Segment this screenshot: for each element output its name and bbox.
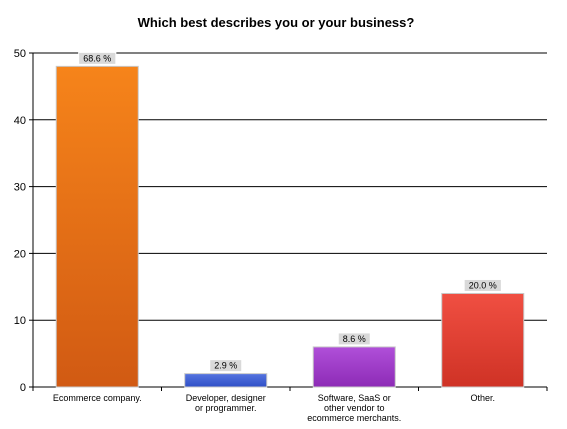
y-tick-label: 30 <box>14 182 26 194</box>
bar <box>312 346 396 388</box>
data-label: 20.0 % <box>469 280 497 290</box>
y-tick-label: 10 <box>14 315 26 327</box>
data-label: 68.6 % <box>83 53 111 63</box>
y-tick-label: 0 <box>20 382 26 394</box>
chart-title: Which best describes you or your busines… <box>138 15 415 30</box>
category-labels: Ecommerce company. Developer, designer or … <box>53 393 495 423</box>
data-label-box <box>209 359 243 373</box>
y-tick-label: 40 <box>14 115 26 127</box>
data-label-box <box>463 278 502 292</box>
data-label-box <box>78 51 117 65</box>
bar <box>184 373 268 388</box>
category-label: Software, SaaS or other vendor to ecommerc… <box>307 393 401 423</box>
y-tick-label: 50 <box>14 48 26 60</box>
bar <box>441 292 525 388</box>
data-labels: 68.6 % 2.9 % 8.6 % 20.0 % <box>78 51 502 373</box>
data-label: 2.9 % <box>214 361 237 371</box>
category-label: Ecommerce company. <box>53 393 142 403</box>
y-tick-label: 20 <box>14 248 26 260</box>
data-label-box <box>337 332 371 346</box>
bars <box>55 65 525 388</box>
bar <box>55 65 139 388</box>
data-label: 8.6 % <box>343 334 366 344</box>
category-label: Developer, designer or programmer. <box>186 393 266 413</box>
category-label: Other. <box>470 393 495 403</box>
